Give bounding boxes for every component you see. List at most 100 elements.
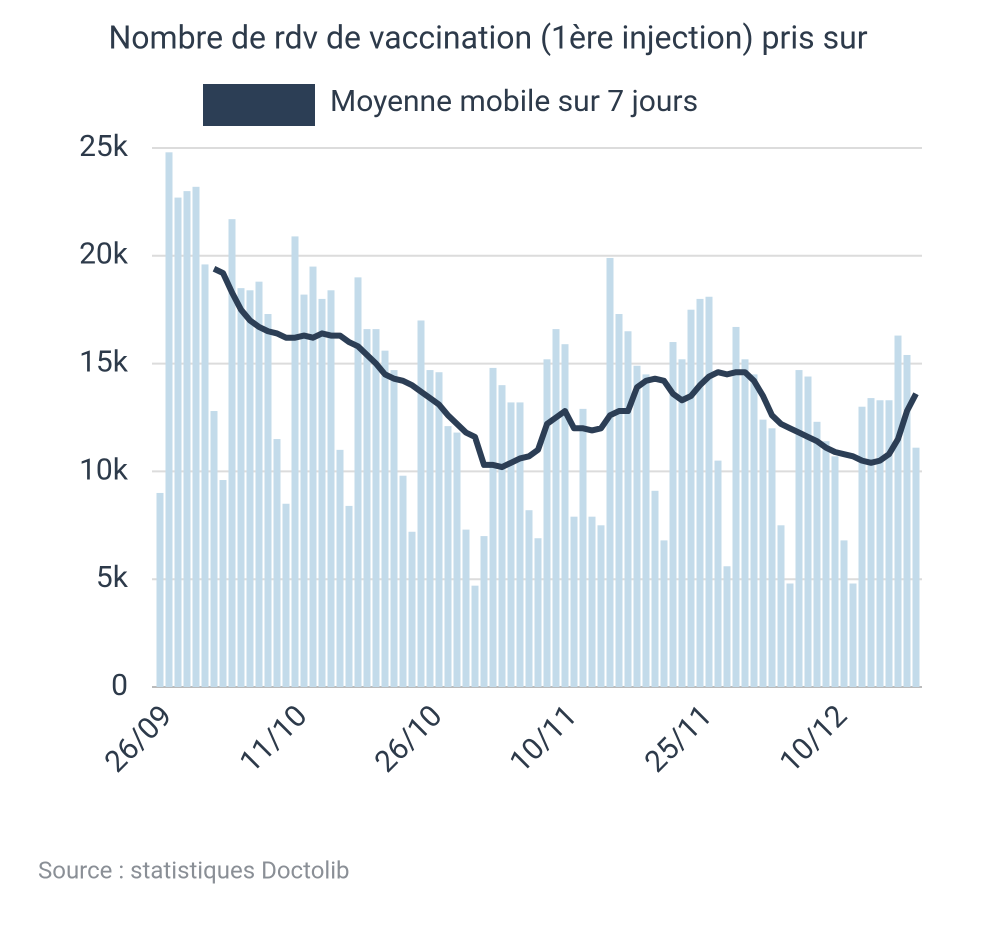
y-tick-label: 20k	[79, 237, 129, 272]
bar	[777, 525, 785, 687]
bar	[318, 298, 326, 687]
bar	[795, 370, 803, 687]
bar	[696, 298, 704, 687]
bar	[246, 290, 254, 687]
x-tick-label: 10/12	[773, 699, 854, 780]
bar	[804, 376, 812, 687]
bar	[291, 236, 299, 687]
bar	[471, 585, 479, 687]
bar	[750, 374, 758, 687]
bar	[273, 439, 281, 687]
bar	[453, 432, 461, 687]
bar	[327, 290, 335, 687]
x-tick-label: 25/11	[638, 699, 719, 780]
bar	[300, 294, 308, 687]
legend-swatch	[203, 84, 315, 126]
bar	[552, 329, 560, 687]
bar	[678, 359, 686, 687]
bar	[516, 402, 524, 687]
bar	[543, 359, 551, 687]
bar	[840, 540, 848, 687]
bar	[507, 402, 515, 687]
bar	[606, 257, 614, 687]
bar	[885, 400, 893, 687]
bar	[687, 309, 695, 687]
bar	[642, 374, 650, 687]
bar	[597, 525, 605, 687]
bar	[480, 536, 488, 687]
bar	[444, 426, 452, 687]
bar	[183, 191, 191, 687]
bar	[912, 447, 920, 687]
bar	[417, 320, 425, 687]
bar	[831, 456, 839, 687]
line	[212, 266, 919, 471]
y-tick-label: 25k	[79, 129, 129, 164]
bar	[192, 186, 200, 688]
bar	[615, 314, 623, 687]
bar	[669, 342, 677, 687]
bar	[561, 344, 569, 687]
bar	[759, 419, 767, 687]
bar	[390, 370, 398, 687]
bar	[201, 264, 209, 687]
bar	[849, 583, 857, 687]
y-tick-label: 5k	[96, 560, 129, 595]
bar	[732, 326, 740, 687]
bar	[894, 335, 902, 687]
y-tick-label: 15k	[79, 345, 129, 380]
bar	[714, 460, 722, 687]
x-tick-label: 10/11	[503, 699, 584, 780]
source: Source : statistiques Doctolib	[38, 856, 350, 884]
legend-label: Moyenne mobile sur 7 jours	[330, 84, 698, 119]
x-tick-label: 26/10	[368, 699, 449, 780]
bar	[174, 197, 182, 687]
bar	[876, 400, 884, 687]
bar	[858, 406, 866, 687]
bar	[165, 152, 173, 687]
bar	[156, 492, 164, 687]
bar	[786, 583, 794, 687]
bar	[579, 408, 587, 687]
bar	[210, 411, 218, 687]
bar	[633, 365, 641, 687]
x-tick-label: 26/09	[98, 699, 179, 780]
bar	[228, 219, 236, 687]
bar	[705, 296, 713, 687]
bar	[237, 288, 245, 687]
bar	[723, 566, 731, 687]
bar	[336, 449, 344, 687]
bar	[525, 510, 533, 687]
bar	[741, 359, 749, 687]
bar	[768, 428, 776, 687]
chart-title: Nombre de rdv de vaccination (1ère injec…	[108, 18, 867, 56]
y-tick-label: 0	[111, 668, 128, 703]
y-tick-label: 10k	[79, 452, 129, 487]
bar	[624, 331, 632, 687]
bar	[462, 529, 470, 687]
bar	[354, 277, 362, 687]
bar	[534, 538, 542, 687]
bar	[219, 480, 227, 687]
x-tick-label: 11/10	[233, 699, 314, 780]
bar	[435, 372, 443, 687]
bar	[282, 503, 290, 687]
bar	[651, 490, 659, 687]
bar	[813, 421, 821, 687]
bar	[309, 266, 317, 687]
bar	[408, 531, 416, 687]
bar	[264, 314, 272, 687]
bar	[363, 329, 371, 687]
bar	[255, 281, 263, 687]
bar	[381, 350, 389, 687]
bar	[372, 329, 380, 687]
bar	[822, 441, 830, 687]
bar	[345, 505, 353, 687]
bar	[867, 398, 875, 687]
bar	[903, 354, 911, 687]
bar	[399, 475, 407, 687]
bar	[489, 367, 497, 687]
bar	[498, 385, 506, 687]
bar	[660, 540, 668, 687]
